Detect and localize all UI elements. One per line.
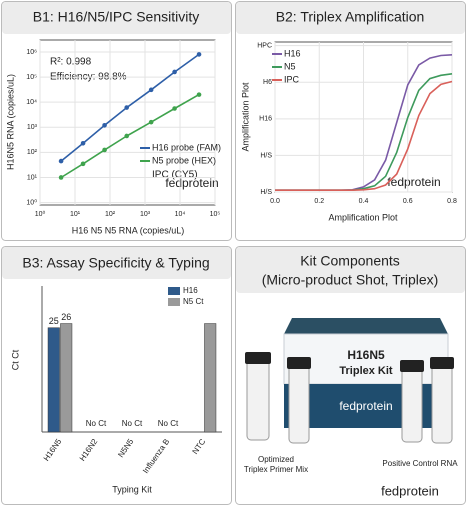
y-axis-label: Ct Ct <box>10 349 20 370</box>
cap <box>400 360 424 372</box>
x-axis-label: Amplification Plot <box>328 212 398 222</box>
value-label: 26 <box>61 312 71 322</box>
header-b1 <box>2 2 231 34</box>
y-tick-label: H/S <box>260 189 272 196</box>
data-point <box>80 140 86 146</box>
y-tick-label: HPC <box>257 43 272 50</box>
header-b2 <box>236 2 465 34</box>
y-tick-label: 10³ <box>27 124 38 131</box>
y-axis-label: H16N5 RNA (copies/uL) <box>5 74 15 170</box>
value-label: 25 <box>49 316 59 326</box>
watermark: fedprotein <box>165 176 218 190</box>
box-subtitle: Triplex Kit <box>339 365 393 377</box>
value-label: No Ct <box>158 419 179 428</box>
data-point <box>58 158 64 164</box>
data-point <box>148 87 154 93</box>
tube <box>246 359 270 441</box>
legend-swatch <box>168 298 180 306</box>
series-line <box>275 80 453 191</box>
tube <box>431 364 453 444</box>
data-point <box>148 119 154 125</box>
x-tick-label: 0.8 <box>447 198 457 205</box>
y-tick-label: H/S <box>260 152 272 159</box>
y-tick-label: 10² <box>27 149 38 156</box>
legend-swatch <box>168 287 180 295</box>
header-kit <box>236 247 465 293</box>
x-tick-label: 10⁴ <box>175 211 186 218</box>
data-point <box>124 105 129 110</box>
data-point <box>172 106 177 111</box>
x-tick-label: 10³ <box>140 211 151 218</box>
bar <box>204 323 217 433</box>
panel-b1 <box>1 1 232 241</box>
kit-footer: fedprotein <box>381 483 439 498</box>
legend-label: IPC <box>284 74 300 84</box>
bar <box>47 327 60 433</box>
kit-illustration: Kit Components (Micro-product Shot, Trip… <box>244 253 458 499</box>
annotation: IPC (CY5) <box>152 170 198 181</box>
data-point <box>196 92 202 97</box>
data-point <box>80 161 86 167</box>
x-tick-label: 10⁰ <box>35 210 46 218</box>
y-tick-label: H16 <box>259 116 272 123</box>
legend-label: N5 probe (HEX) <box>152 155 216 165</box>
legend-label: H16 <box>284 48 301 58</box>
chart-title: B2: Triplex Amplification <box>276 9 425 25</box>
data-point <box>102 122 107 128</box>
x-tick-label: 0.0 <box>270 198 280 205</box>
box-brand: fedprotein <box>339 399 392 413</box>
annotation: R²: 0.998 <box>50 57 92 68</box>
x-axis-label: Typing Kit <box>112 484 152 494</box>
cap <box>430 357 454 369</box>
panel-b3 <box>1 246 232 505</box>
data-point <box>172 69 177 75</box>
x-tick-label: 10⁵ <box>210 211 221 218</box>
kit-title: Kit Components <box>300 253 400 269</box>
y-tick-label: H6 <box>263 79 272 86</box>
tube-caps <box>245 352 454 372</box>
left-caption: Triplex Primer Mix <box>244 465 308 474</box>
chart-title: B1: H16/N5/IPC Sensitivity <box>33 9 200 25</box>
tube <box>401 367 423 443</box>
legend-label: N5 <box>284 61 296 71</box>
chart-title: B3: Assay Specificity & Typing <box>22 255 209 271</box>
y-tick-label: 10⁴ <box>26 99 37 106</box>
y-tick-label: 10⁶ <box>26 49 37 56</box>
box-title: H16N5 <box>347 348 385 362</box>
data-point <box>58 175 64 180</box>
tube <box>288 364 310 444</box>
legend-label: H16 <box>183 286 198 295</box>
right-caption: Positive Control RNA <box>382 459 458 468</box>
x-tick-label: 10² <box>105 211 116 218</box>
header-b3 <box>2 247 231 279</box>
left-caption: Optimized <box>258 455 294 464</box>
value-label: No Ct <box>86 419 107 428</box>
y-tick-label: 10⁵ <box>26 74 37 81</box>
panel-headers <box>2 2 465 293</box>
cap <box>287 357 311 369</box>
box-top <box>284 318 448 334</box>
x-tick-label: 10¹ <box>70 211 81 218</box>
watermark: fedprotein <box>387 175 440 189</box>
legend-label: H16 probe (FAM) <box>152 142 221 152</box>
data-point <box>124 133 129 139</box>
y-axis-label: Amplification Plot <box>240 82 250 152</box>
legend-label: N5 Ct <box>183 297 204 306</box>
data-point <box>102 147 107 153</box>
x-tick-label: 0.4 <box>359 198 369 205</box>
tubes <box>246 359 453 444</box>
cap <box>245 352 271 364</box>
y-tick-label: 10⁰ <box>26 198 37 206</box>
x-tick-label: 0.6 <box>403 198 413 205</box>
kit-subtitle: (Micro-product Shot, Triplex) <box>262 272 439 288</box>
value-label: No Ct <box>122 419 143 428</box>
x-axis-label: H16 N5 N5 RNA (copies/uL) <box>72 225 185 235</box>
data-point <box>196 52 202 57</box>
bar <box>60 323 73 433</box>
x-tick-label: 0.2 <box>314 198 324 205</box>
y-tick-label: 10¹ <box>27 174 38 181</box>
